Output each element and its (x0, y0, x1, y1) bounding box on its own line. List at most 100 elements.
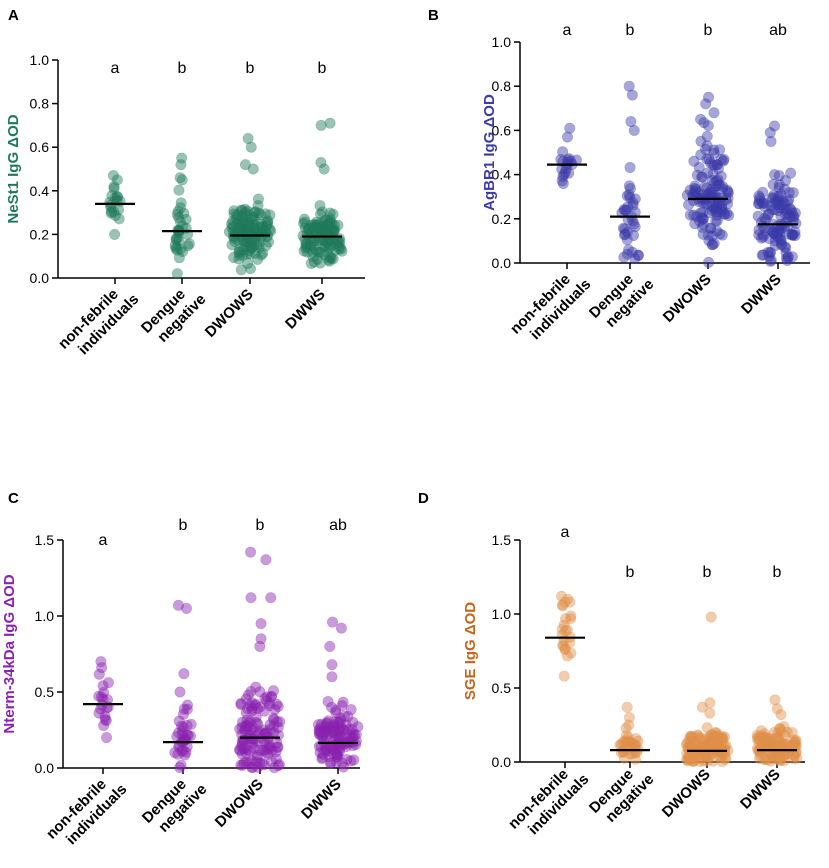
y-tick-label: 0.5 (492, 680, 512, 696)
panel-d: D 0.0 0.5 1.0 1.5 SGE IgG ΔOD a b b b non-febrilei… (418, 490, 805, 838)
data-point (113, 213, 125, 225)
data-point (98, 687, 110, 699)
data-point (557, 171, 569, 183)
data-point (176, 174, 188, 186)
data-point (625, 116, 637, 128)
data-point (774, 755, 786, 767)
data-point (234, 723, 246, 735)
data-point (710, 206, 722, 218)
data-point (689, 183, 701, 195)
data-point (621, 701, 633, 713)
data-point (711, 194, 723, 206)
data-point (781, 726, 793, 738)
significance-letter: b (703, 564, 712, 581)
data-point (226, 239, 238, 251)
data-point (301, 241, 313, 253)
data-point (619, 228, 631, 240)
data-point (327, 725, 339, 737)
data-point (181, 719, 193, 731)
data-point (244, 745, 256, 757)
data-point (706, 738, 718, 750)
data-point (326, 701, 338, 713)
data-point (777, 195, 789, 207)
data-point (710, 203, 722, 215)
data-point (703, 235, 715, 247)
data-point (711, 737, 723, 749)
significance-letter: ab (329, 517, 347, 534)
data-point (624, 748, 636, 760)
data-point (174, 172, 186, 184)
data-point (239, 159, 251, 171)
x-category-label-line1: DWWS (298, 776, 345, 823)
y-tick-label: 1.0 (35, 608, 55, 624)
data-point (334, 712, 346, 724)
data-point (684, 753, 696, 765)
data-point (774, 202, 786, 214)
data-point (629, 193, 641, 205)
data-point (787, 229, 799, 241)
data-point (234, 244, 246, 256)
data-point (710, 734, 722, 746)
data-point (350, 729, 362, 741)
data-point (703, 256, 715, 268)
data-point (621, 735, 633, 747)
x-category-label: DWOWS (202, 286, 257, 341)
data-point (324, 251, 336, 263)
data-point (340, 719, 352, 731)
data-point (715, 205, 727, 217)
data-point (310, 219, 322, 231)
data-point (330, 704, 342, 716)
data-point (780, 175, 792, 187)
data-point (708, 730, 720, 742)
data-point (255, 618, 267, 630)
data-point (561, 624, 573, 636)
data-point (684, 752, 696, 764)
data-point (708, 731, 720, 743)
data-point (259, 744, 271, 756)
data-point (760, 753, 772, 765)
data-point (684, 730, 696, 742)
data-point (255, 209, 267, 221)
data-point (781, 254, 793, 266)
data-point (178, 668, 190, 680)
data-point (694, 732, 706, 744)
data-point (337, 736, 349, 748)
data-point (716, 203, 728, 215)
data-point (256, 757, 268, 769)
data-point (559, 166, 571, 178)
data-point (719, 753, 731, 765)
data-point (249, 206, 261, 218)
data-point (622, 731, 634, 743)
data-point (238, 743, 250, 755)
data-point (560, 625, 572, 637)
data-point (251, 239, 263, 251)
data-point (318, 163, 330, 175)
data-point (311, 216, 323, 228)
data-point (698, 191, 710, 203)
data-point (778, 197, 790, 209)
data-point (245, 141, 257, 153)
data-point (255, 633, 267, 645)
data-point (704, 157, 716, 169)
data-point (347, 728, 359, 740)
y-tick-label: 0.4 (492, 167, 512, 183)
data-point (264, 723, 276, 735)
data-point (99, 710, 111, 722)
data-point (325, 252, 337, 264)
data-point (334, 722, 346, 734)
data-point (779, 242, 791, 254)
data-point (102, 677, 114, 689)
data-point (773, 233, 785, 245)
data-point (684, 737, 696, 749)
x-category-label: DWWS (737, 766, 784, 813)
y-tick-label: 0.0 (30, 270, 50, 286)
data-point (684, 733, 696, 745)
data-point (93, 707, 105, 719)
data-point (104, 199, 116, 211)
data-point (266, 744, 278, 756)
data-point (624, 183, 636, 195)
data-point (338, 710, 350, 722)
data-point (323, 242, 335, 254)
